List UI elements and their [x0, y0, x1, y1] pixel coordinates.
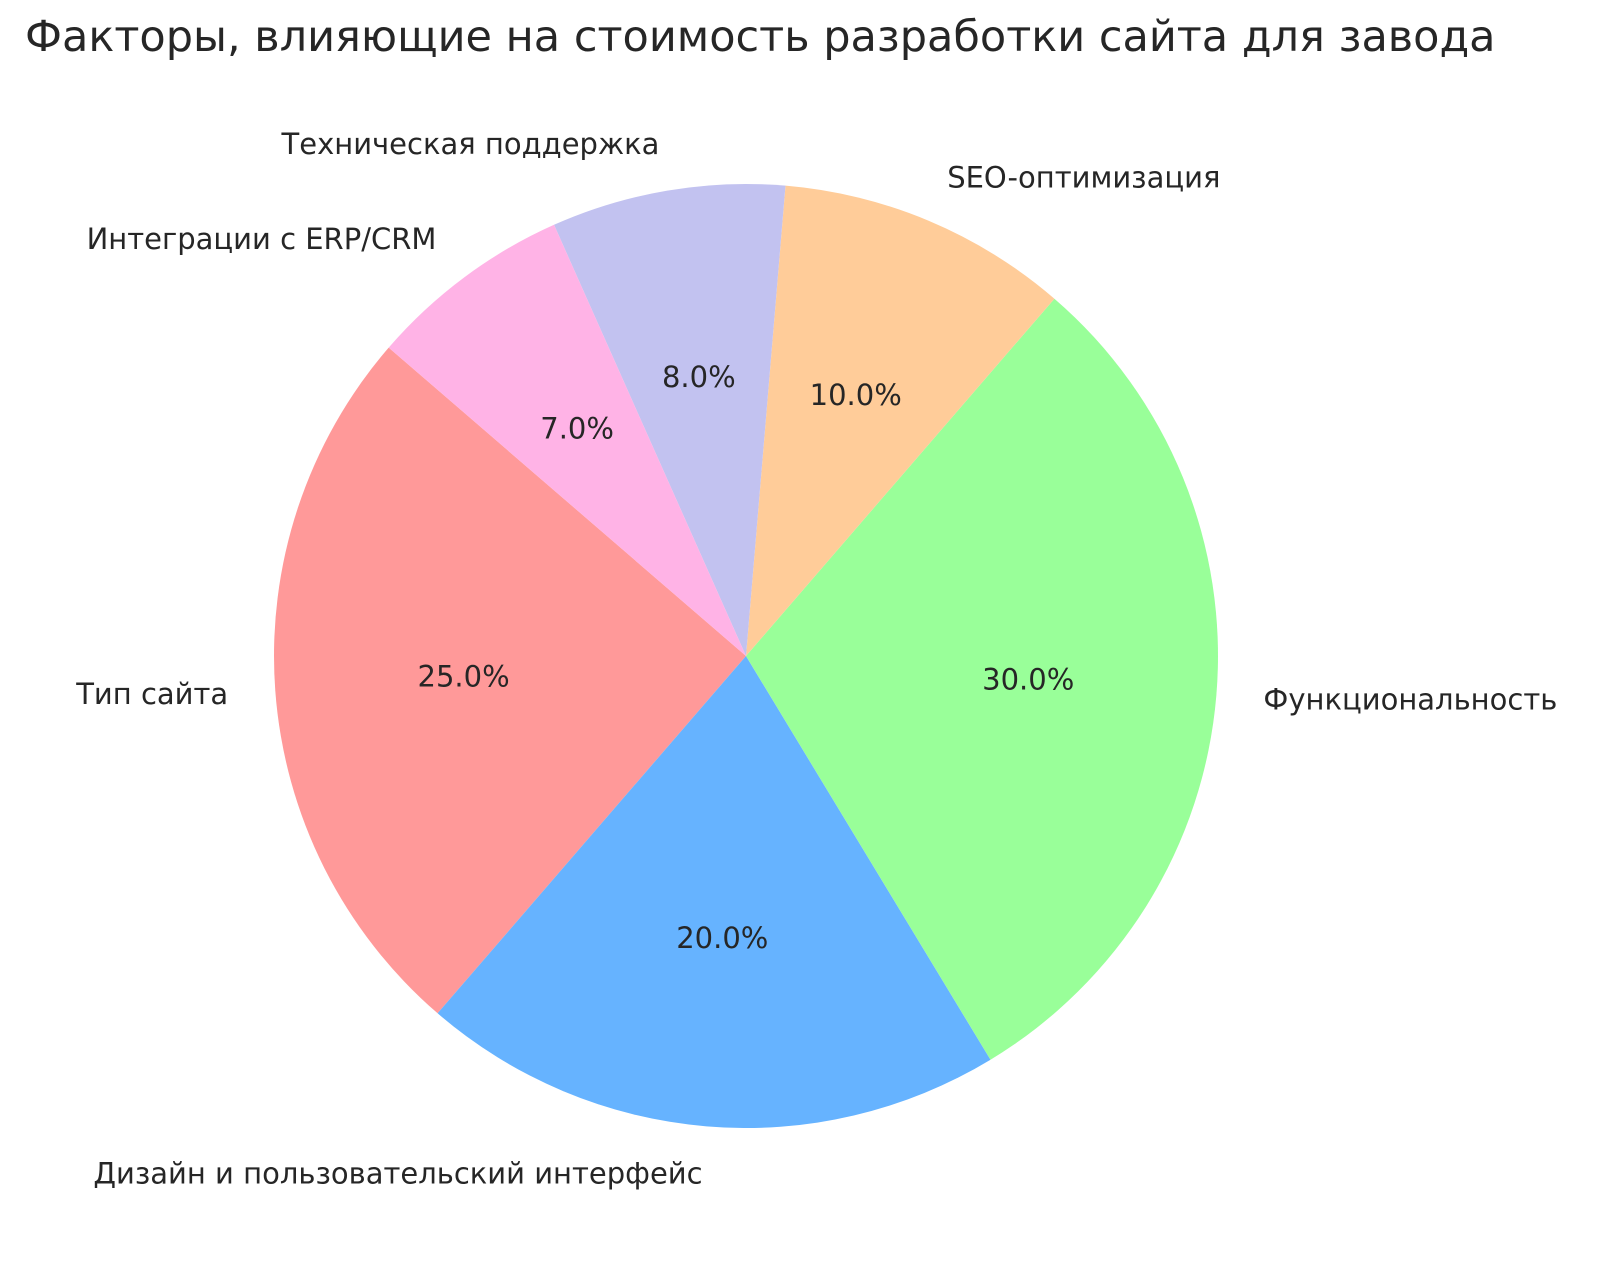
slice-percent-label-3: 30.0% — [982, 663, 1074, 697]
pie-slice-4 — [746, 185, 1055, 656]
slice-label-6: Интеграции с ERP/CRM — [87, 222, 437, 256]
pie-slice-6 — [388, 224, 746, 656]
slice-label-5: Техническая поддержка — [281, 127, 660, 161]
chart-title: Факторы, влияющие на стоимость разработк… — [25, 12, 1496, 62]
slice-label-1: Тип сайта — [75, 677, 228, 711]
pie-slice-5 — [554, 184, 786, 656]
pie-slice-2 — [437, 656, 991, 1128]
slice-percent-label-5: 8.0% — [662, 360, 736, 394]
slice-label-2: Дизайн и пользовательский интерфейс — [93, 1156, 702, 1190]
slice-percent-label-4: 10.0% — [810, 378, 902, 412]
slice-percent-label-1: 25.0% — [418, 660, 510, 694]
slice-label-3: Функциональность — [1263, 682, 1557, 716]
pie-slice-3 — [746, 298, 1218, 1060]
slice-percent-label-6: 7.0% — [540, 412, 614, 446]
slice-percent-label-2: 20.0% — [676, 921, 768, 955]
slice-label-4: SEO-оптимизация — [947, 160, 1220, 194]
pie-slice-1 — [274, 347, 746, 1014]
